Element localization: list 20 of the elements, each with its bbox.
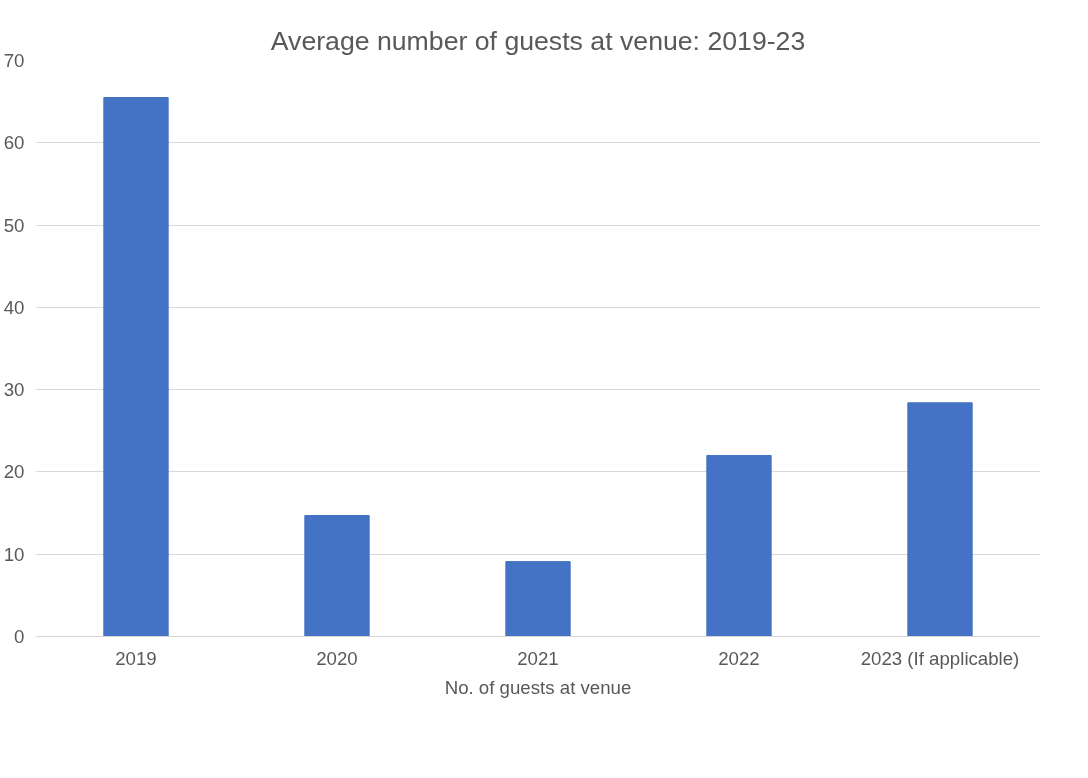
x-tick-label: 2021 [517,647,559,669]
bar [907,402,973,637]
x-tick-label: 2022 [718,647,760,669]
y-tick-label: 40 [3,296,25,318]
x-axis-title: No. of guests at venue [444,676,632,698]
chart-title: Average number of guests at venue: 2019-23 [270,25,806,56]
y-tick-label: 60 [3,132,25,154]
x-tick-label: 2023 (If applicable) [860,647,1020,669]
y-tick-label: 10 [3,543,25,565]
bar [103,97,169,637]
bar [706,454,772,637]
bar [505,561,571,637]
y-tick-label: 50 [3,214,25,236]
y-tick-label: 30 [3,379,25,401]
y-tick-label: 0 [14,626,25,647]
y-tick-label: 20 [3,461,25,483]
y-tick-label: 70 [3,50,25,71]
x-tick-label: 2019 [115,647,157,669]
x-tick-label: 2020 [316,647,358,669]
bar [304,515,370,637]
